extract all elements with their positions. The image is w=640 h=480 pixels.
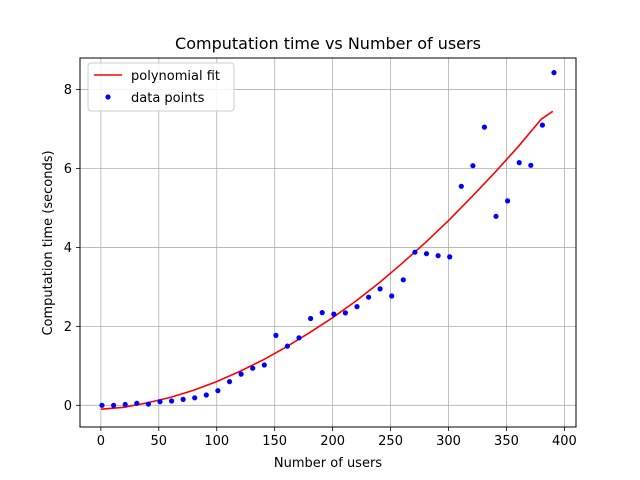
data-point bbox=[99, 402, 105, 408]
x-axis-label: Number of users bbox=[274, 456, 382, 471]
x-tick-label: 0 bbox=[97, 434, 105, 449]
fit-line-layer bbox=[100, 110, 554, 410]
data-point bbox=[366, 294, 372, 300]
x-tick-label: 50 bbox=[151, 434, 168, 449]
plot-frame bbox=[79, 57, 577, 428]
x-tick-label: 150 bbox=[262, 434, 287, 449]
data-point bbox=[423, 251, 430, 257]
data-point bbox=[447, 254, 453, 260]
y-tick-label: 0 bbox=[64, 399, 72, 414]
data-point bbox=[331, 311, 337, 317]
data-point bbox=[377, 286, 383, 292]
data-point bbox=[273, 332, 279, 338]
data-point bbox=[539, 122, 546, 128]
data-point bbox=[308, 315, 314, 322]
data-point bbox=[261, 362, 267, 368]
x-tick-label: 250 bbox=[378, 434, 403, 449]
data-point bbox=[516, 160, 522, 166]
y-tick-label: 2 bbox=[64, 320, 72, 335]
y-axis-ticks: 0 2 4 6 8 bbox=[64, 83, 80, 414]
data-point bbox=[284, 343, 290, 349]
y-tick-label: 6 bbox=[64, 162, 72, 177]
x-tick-label: 400 bbox=[552, 434, 577, 449]
x-tick-label: 300 bbox=[436, 434, 461, 449]
y-tick-label: 8 bbox=[64, 83, 72, 98]
legend: polynomial fit data points bbox=[87, 62, 235, 112]
data-point bbox=[458, 183, 464, 189]
data-point bbox=[180, 396, 186, 402]
data-point bbox=[470, 163, 476, 169]
data-point bbox=[354, 304, 360, 310]
chart-title: Computation time vs Number of users bbox=[175, 34, 481, 53]
data-point bbox=[389, 293, 395, 299]
data-point bbox=[111, 402, 117, 408]
legend-label-points: data points bbox=[131, 91, 205, 106]
data-point bbox=[505, 198, 511, 204]
data-point bbox=[493, 213, 499, 219]
data-point bbox=[400, 277, 406, 283]
data-point bbox=[551, 70, 557, 76]
data-point bbox=[157, 399, 163, 405]
grid bbox=[80, 58, 576, 427]
data-point bbox=[250, 365, 256, 371]
x-axis-ticks: 0 50 100 150 200 250 300 350 400 bbox=[97, 427, 577, 449]
legend-label-fit: polynomial fit bbox=[131, 69, 220, 84]
data-point bbox=[215, 388, 221, 394]
x-tick-label: 100 bbox=[204, 434, 229, 449]
data-point bbox=[169, 398, 175, 404]
legend-point-swatch bbox=[105, 94, 111, 100]
legend-box bbox=[87, 62, 235, 112]
data-point bbox=[528, 162, 534, 168]
x-tick-label: 200 bbox=[320, 434, 345, 449]
data-point bbox=[192, 395, 198, 401]
data-point bbox=[342, 310, 348, 316]
x-tick-label: 350 bbox=[494, 434, 519, 449]
data-point bbox=[435, 253, 441, 259]
data-point bbox=[238, 371, 244, 377]
data-point bbox=[203, 392, 209, 398]
data-point bbox=[296, 335, 302, 341]
data-point bbox=[481, 124, 487, 130]
fit-line bbox=[100, 110, 554, 410]
data-point bbox=[134, 400, 140, 406]
data-point bbox=[319, 310, 325, 316]
data-point bbox=[122, 401, 128, 408]
y-axis-label: Computation time (seconds) bbox=[41, 150, 56, 335]
data-point bbox=[226, 379, 233, 385]
y-tick-label: 4 bbox=[64, 241, 72, 256]
data-points-layer bbox=[99, 70, 557, 408]
data-point bbox=[412, 249, 418, 255]
data-point bbox=[145, 401, 151, 407]
